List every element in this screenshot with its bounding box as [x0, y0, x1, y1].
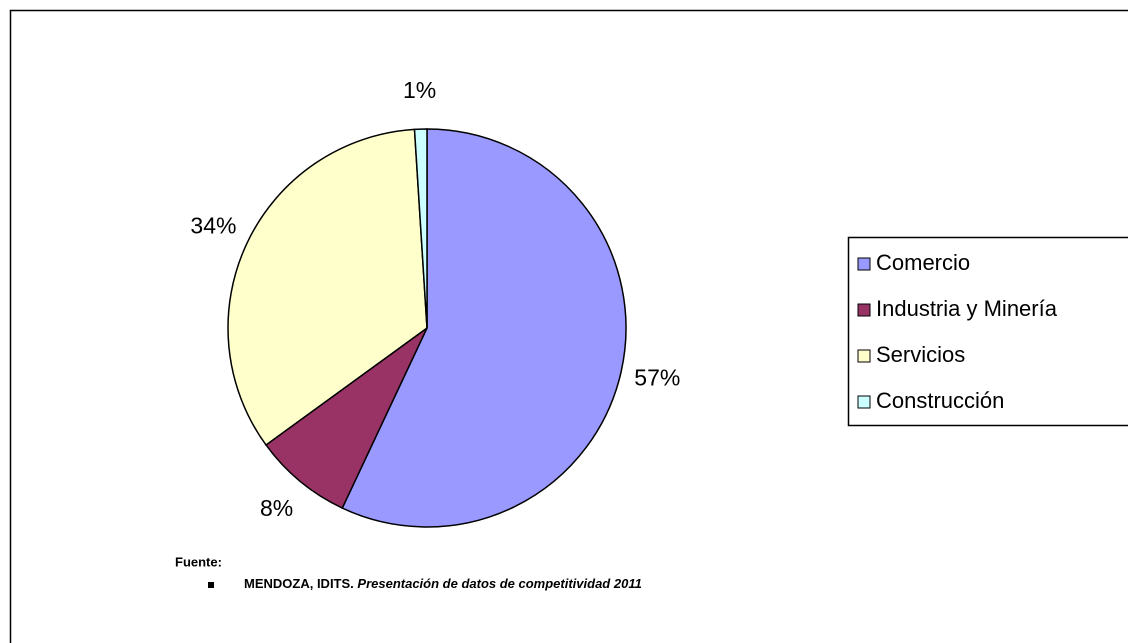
pie-slice [227, 128, 428, 447]
legend-label: Comercio [876, 250, 970, 275]
data-label: 8% [260, 495, 293, 521]
legend-swatch [857, 395, 871, 409]
source-label: Fuente: [175, 554, 222, 569]
source-text: MENDOZA, IDITS. Presentación de datos de… [244, 576, 642, 591]
source-title: Presentación de datos de competitividad … [357, 576, 641, 591]
pie-slice [413, 128, 428, 329]
data-label: 1% [403, 77, 436, 103]
pie-slice [264, 327, 428, 510]
legend-swatch [857, 349, 871, 363]
data-label: 57% [634, 365, 680, 391]
legend-swatch [857, 257, 871, 271]
legend-swatch [857, 303, 871, 317]
source-author: MENDOZA, IDITS. [244, 576, 354, 591]
pie-slice [341, 128, 627, 528]
data-label: 34% [190, 213, 236, 239]
legend-label: Construcción [876, 388, 1004, 413]
legend-label: Servicios [876, 342, 965, 367]
bullet [208, 582, 214, 588]
legend-frame [847, 236, 1128, 427]
legend-label: Industria y Minería [876, 296, 1058, 321]
